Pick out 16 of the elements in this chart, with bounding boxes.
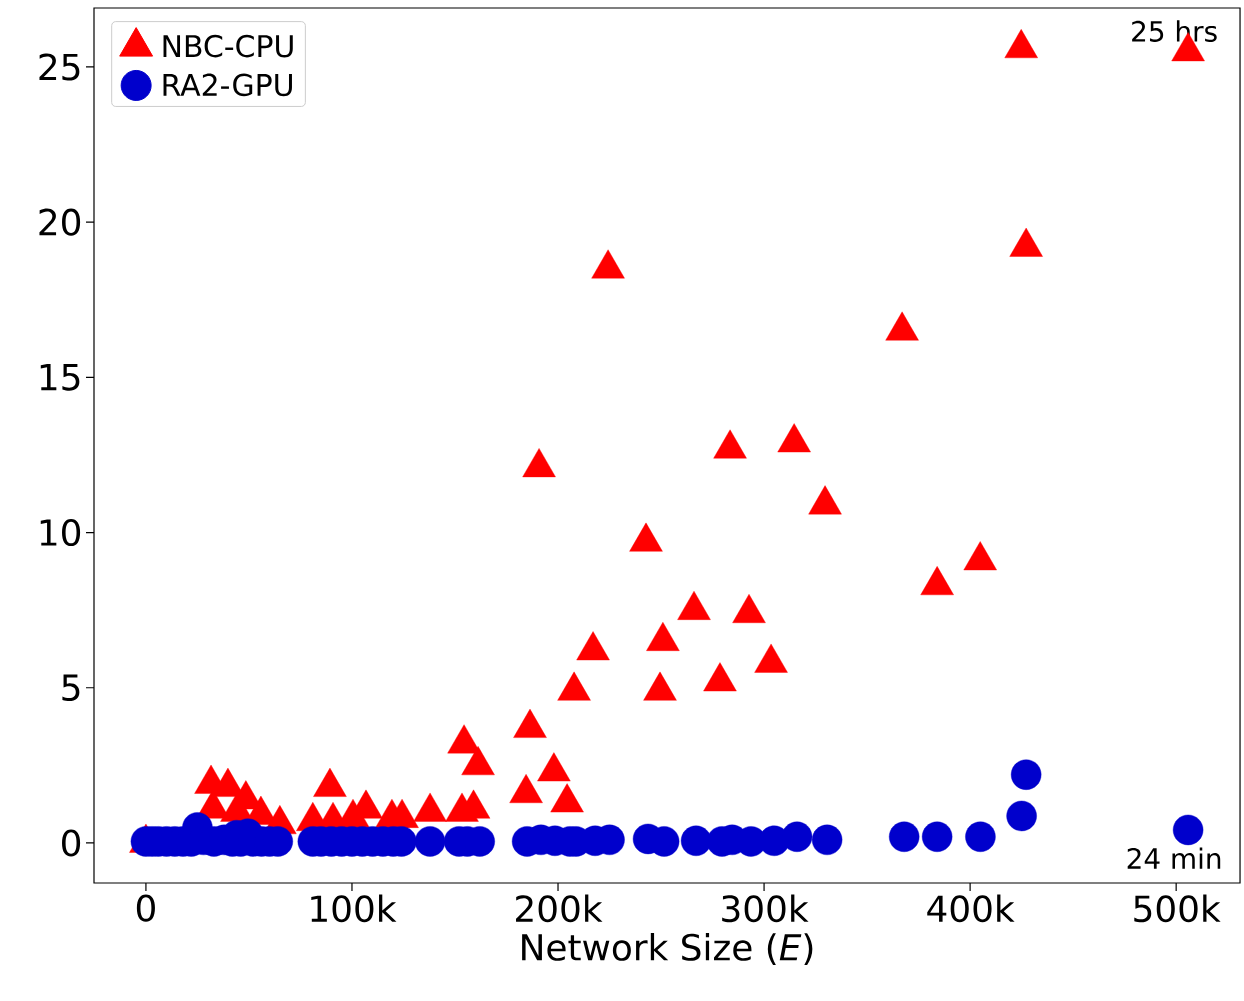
- y-tick-label: 20: [39, 208, 81, 236]
- x-tick-label: 400k: [927, 894, 1015, 923]
- x-axis-title: Network Size (E): [522, 933, 813, 966]
- y-tick-label: 15: [40, 364, 80, 391]
- x-tick-label: 0: [136, 894, 155, 922]
- y-tick-label: 5: [62, 674, 80, 702]
- y-tick-label: 25: [39, 53, 80, 81]
- y-tick-label: 0: [62, 829, 81, 857]
- legend-label: RA2-GPU: [163, 73, 292, 97]
- legend-label: NBC-CPU: [163, 34, 293, 58]
- x-tick-label: 100k: [311, 894, 397, 923]
- x-tick-label: 200k: [516, 894, 603, 923]
- y-tick-label: 10: [40, 519, 81, 547]
- annotation: 24 min: [1127, 847, 1221, 869]
- x-tick-label: 300k: [722, 894, 809, 923]
- x-tick-label: 500k: [1134, 894, 1221, 923]
